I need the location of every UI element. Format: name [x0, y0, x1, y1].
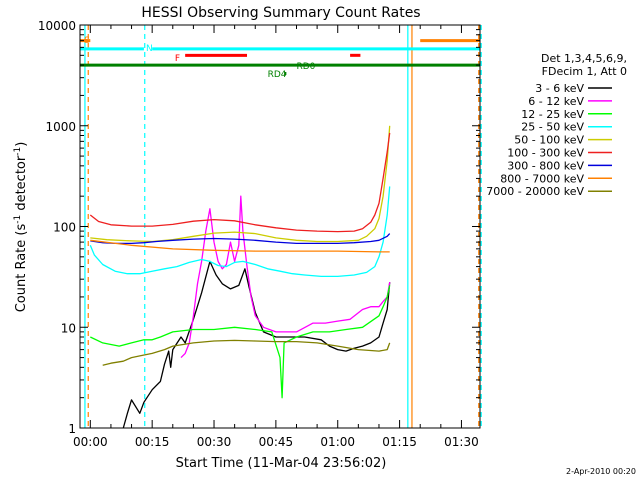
legend-label-4: 50 - 100 keV — [514, 134, 584, 147]
series-line-7 — [90, 239, 390, 253]
series-line-8 — [102, 339, 391, 366]
y-tick-label-2: 100 — [53, 221, 76, 235]
series-line-5 — [89, 132, 391, 233]
flag-label-rd4: RD4 — [268, 70, 287, 80]
legend-label-2: 12 - 25 keV — [521, 108, 584, 121]
legend-label-1: 6 - 12 keV — [528, 95, 584, 108]
y-tick-label-1: 10 — [61, 321, 76, 335]
series-line-3 — [89, 186, 391, 278]
flag-label-s: S — [84, 36, 90, 46]
legend-label-7: 800 - 7000 keV — [500, 172, 584, 185]
legend-label-8: 7000 - 20000 keV — [486, 185, 584, 198]
y-axis-label-sup2: -1 — [13, 147, 23, 156]
legend-label-5: 100 - 300 keV — [507, 147, 584, 160]
y-tick-label-0: 1 — [68, 422, 76, 436]
legend: Det 1,3,4,5,6,9,FDecim 1, Att 0 3 - 6 keV… — [486, 52, 627, 198]
flag-label-n: N — [146, 44, 153, 54]
x-tick-label-5: 01:15 — [382, 435, 417, 449]
axes: 00:00 00:15 00:30 00:45 01:00 01:15 01:30 1 10 10… — [38, 19, 480, 449]
y-tick-label-4: 10000 — [38, 19, 76, 33]
y-axis-label-close: ) — [14, 142, 29, 147]
x-tick-label-3: 00:45 — [259, 435, 294, 449]
plot-area: S N F RD0 RD4 — [80, 25, 482, 429]
legend-header-0: Det 1,3,4,5,6,9, — [541, 52, 627, 65]
legend-label-3: 25 - 50 keV — [521, 121, 584, 134]
x-tick-label-4: 01:00 — [320, 435, 355, 449]
series-line-2 — [90, 285, 391, 399]
x-tick-label-6: 01:30 — [444, 435, 479, 449]
flag-label-f: F — [175, 54, 180, 64]
y-tick-label-3: 1000 — [45, 120, 76, 134]
y-axis-label-sup1: -1 — [13, 215, 23, 224]
legend-label-6: 300 - 800 keV — [507, 159, 584, 172]
legend-label-0: 3 - 6 keV — [535, 82, 584, 95]
x-tick-label-1: 00:15 — [135, 435, 170, 449]
legend-header-1: FDecim 1, Att 0 — [542, 65, 627, 78]
y-axis-label-main: Count Rate (s — [14, 224, 29, 313]
y-axis-label: Count Rate (s-1 detector-1) — [13, 142, 29, 313]
x-tick-label-0: 00:00 — [73, 435, 108, 449]
timestamp: 2-Apr-2010 00:20 — [566, 467, 636, 476]
series-line-6 — [90, 233, 391, 245]
flag-label-rd0: RD0 — [296, 62, 315, 72]
chart-title: HESSI Observing Summary Count Rates — [141, 5, 420, 21]
series-line-1 — [180, 195, 391, 359]
y-axis-label-detector: detector — [14, 155, 29, 215]
x-axis-label: Start Time (11-Mar-04 23:56:02) — [176, 456, 387, 471]
x-tick-label-2: 00:30 — [197, 435, 232, 449]
